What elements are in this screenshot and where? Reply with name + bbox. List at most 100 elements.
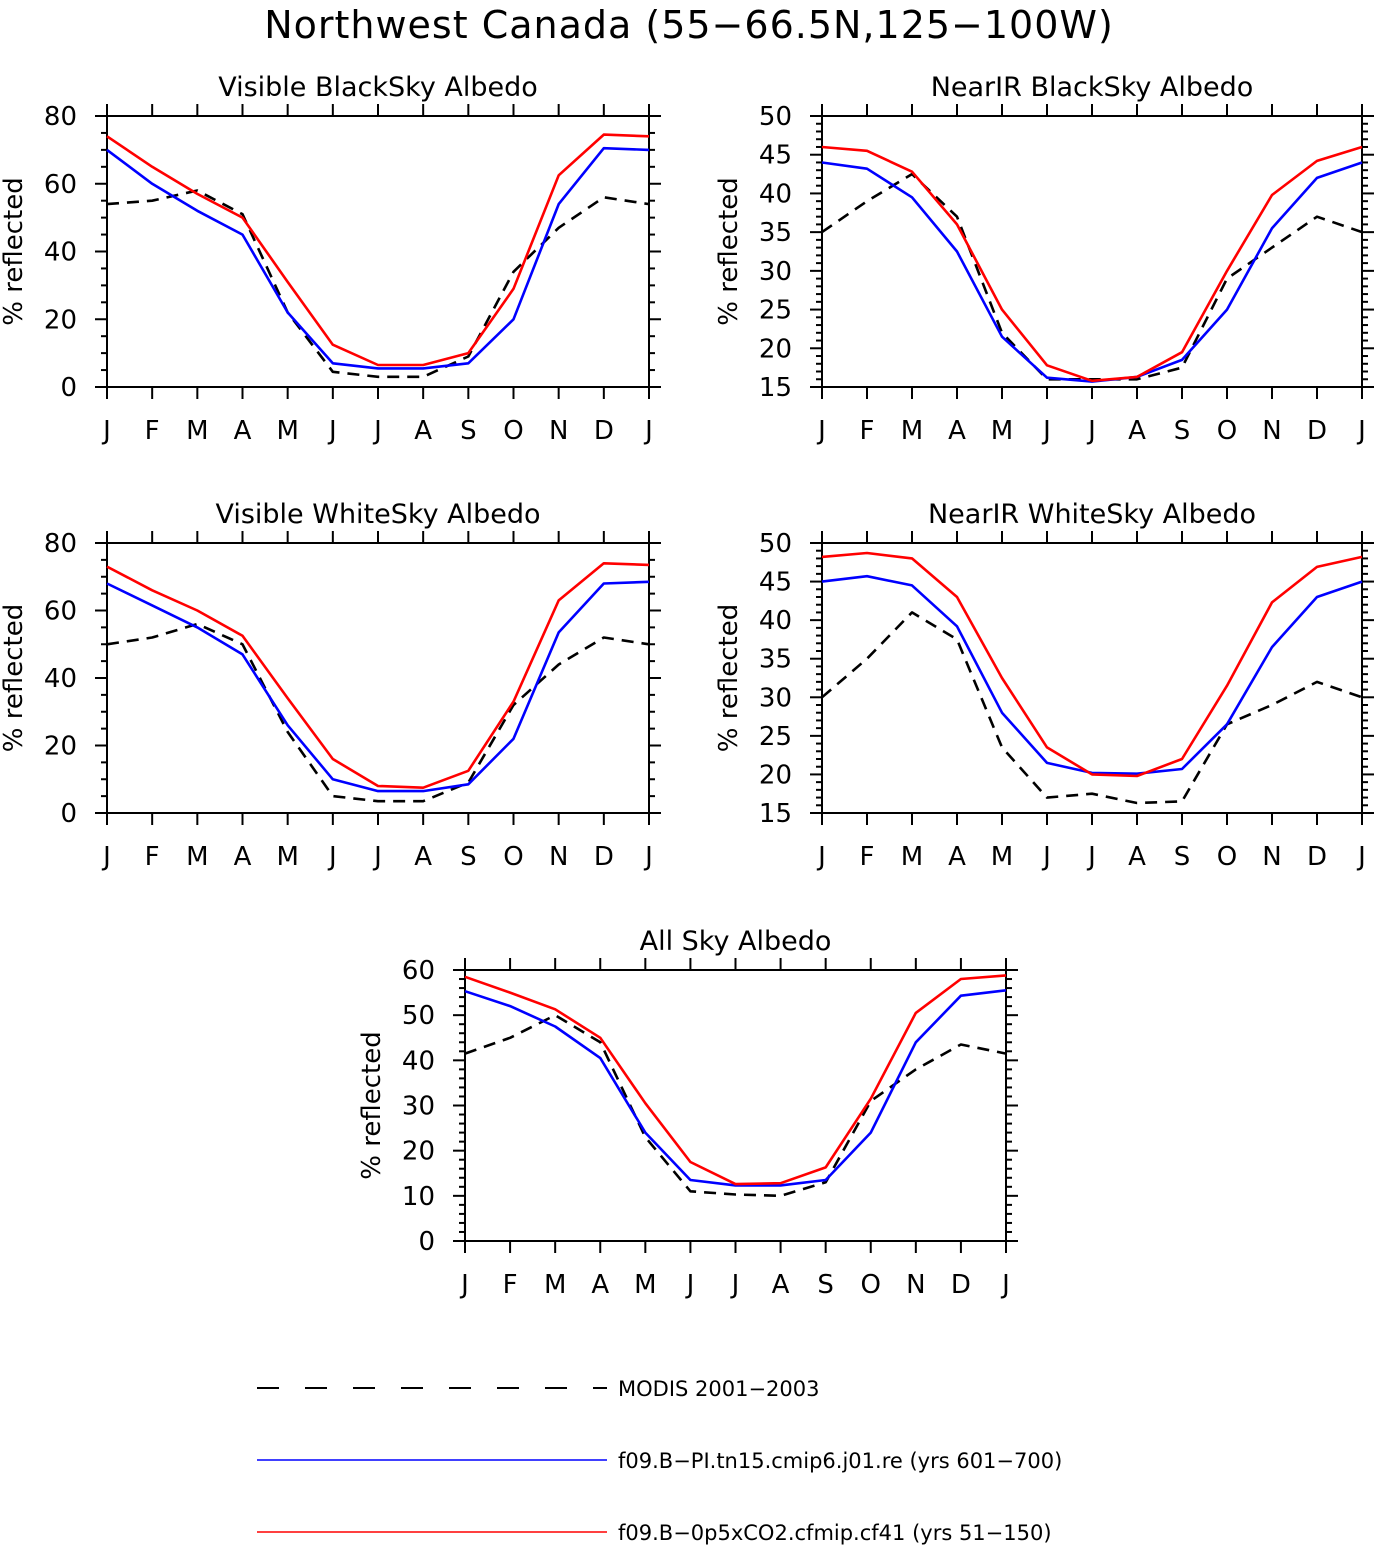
legend-label: f09.B−PI.tn15.cmip6.j01.re (yrs 601−700) — [618, 1449, 1062, 1473]
y-tick-label: 20 — [402, 1137, 435, 1167]
x-tick-label: S — [817, 1270, 834, 1300]
x-tick-label: F — [145, 416, 160, 446]
y-tick-label: 20 — [759, 760, 792, 790]
x-tick-label: D — [1307, 842, 1327, 872]
x-tick-label: J — [101, 842, 111, 872]
x-tick-label: N — [906, 1270, 925, 1300]
series-line-2 — [821, 161, 1363, 383]
x-tick-label: F — [860, 416, 875, 446]
x-tick-label: A — [414, 416, 432, 446]
x-tick-label: M — [276, 842, 298, 872]
axis-ticks — [810, 531, 1374, 825]
x-tick-label: J — [1356, 842, 1366, 872]
axis-ticks — [810, 104, 1374, 399]
x-tick-label: N — [1262, 842, 1281, 872]
x-tick-label: J — [1356, 416, 1366, 446]
series-line-1 — [821, 611, 1363, 805]
figure-title: Northwest Canada (55−66.5N,125−100W) — [264, 3, 1114, 47]
x-tick-label: O — [861, 1270, 881, 1300]
y-tick-label: 30 — [759, 257, 792, 287]
y-axis-label: % reflected — [0, 177, 29, 325]
x-tick-label: O — [1217, 842, 1237, 872]
x-tick-label: A — [591, 1270, 609, 1300]
y-tick-label: 25 — [759, 722, 792, 752]
series-line-3 — [821, 145, 1363, 383]
series-line-1 — [106, 189, 650, 379]
series-line-2 — [464, 989, 1007, 1187]
series-line-2 — [106, 146, 650, 370]
x-tick-label: M — [991, 416, 1013, 446]
x-tick-label: J — [1041, 842, 1051, 872]
y-tick-label: 35 — [759, 218, 792, 248]
x-tick-label: A — [1128, 416, 1146, 446]
y-tick-label: 45 — [759, 141, 792, 171]
y-tick-label: 10 — [402, 1182, 435, 1212]
x-tick-label: J — [327, 842, 337, 872]
x-tick-label: D — [594, 416, 614, 446]
panel-title: NearIR BlackSky Albedo — [931, 72, 1254, 103]
plot-frame — [464, 969, 1007, 1242]
x-tick-label: J — [459, 1270, 469, 1300]
x-tick-label: A — [948, 842, 966, 872]
y-tick-label: 25 — [759, 296, 792, 326]
y-tick-label: 60 — [44, 597, 77, 627]
x-tick-label: J — [643, 416, 653, 446]
series-line-1 — [106, 622, 650, 803]
legend-item-2: f09.B−PI.tn15.cmip6.j01.re (yrs 601−700) — [257, 1449, 1062, 1473]
y-tick-label: 40 — [759, 606, 792, 636]
panel-title: NearIR WhiteSky Albedo — [928, 499, 1256, 530]
x-tick-label: J — [327, 416, 337, 446]
x-tick-label: S — [460, 842, 477, 872]
x-tick-label: J — [643, 842, 653, 872]
series-line-1 — [821, 172, 1363, 381]
y-tick-label: 60 — [402, 956, 435, 986]
panel-title: Visible WhiteSky Albedo — [215, 499, 540, 530]
x-tick-label: M — [186, 416, 208, 446]
x-tick-label: M — [276, 416, 298, 446]
plot-frame — [106, 115, 650, 388]
x-tick-label: M — [901, 842, 923, 872]
legend-label: f09.B−0p5xCO2.cfmip.cf41 (yrs 51−150) — [618, 1521, 1052, 1545]
x-tick-label: F — [860, 842, 875, 872]
x-tick-label: A — [414, 842, 432, 872]
series-line-2 — [106, 580, 650, 793]
x-tick-label: M — [901, 416, 923, 446]
y-tick-label: 30 — [759, 683, 792, 713]
y-tick-label: 30 — [402, 1092, 435, 1122]
y-axis-label: % reflected — [0, 604, 29, 752]
x-tick-label: A — [1128, 842, 1146, 872]
y-tick-label: 20 — [759, 334, 792, 364]
x-tick-label: A — [234, 842, 252, 872]
plot-frame — [821, 115, 1363, 388]
y-tick-label: 20 — [44, 732, 77, 762]
x-tick-label: N — [549, 842, 568, 872]
axis-ticks — [95, 531, 661, 825]
legend-label: MODIS 2001−2003 — [618, 1377, 820, 1401]
y-axis-label: % reflected — [357, 1031, 387, 1179]
y-tick-label: 15 — [759, 799, 792, 829]
x-tick-label: J — [372, 416, 382, 446]
y-axis-label: % reflected — [714, 604, 744, 752]
y-tick-label: 40 — [759, 179, 792, 209]
y-tick-label: 50 — [402, 1001, 435, 1031]
x-tick-label: N — [1262, 416, 1281, 446]
x-tick-label: D — [1307, 416, 1327, 446]
y-tick-label: 0 — [60, 799, 77, 829]
y-tick-label: 20 — [44, 305, 77, 335]
y-tick-label: 40 — [44, 664, 77, 694]
y-tick-label: 0 — [418, 1227, 435, 1257]
series-line-3 — [106, 133, 650, 367]
x-tick-label: J — [730, 1270, 740, 1300]
series-line-3 — [821, 551, 1363, 778]
plot-frame — [106, 542, 650, 814]
x-tick-label: O — [503, 842, 523, 872]
x-tick-label: M — [186, 842, 208, 872]
y-tick-label: 80 — [44, 529, 77, 559]
y-tick-label: 0 — [60, 373, 77, 403]
x-tick-label: S — [460, 416, 477, 446]
x-tick-label: J — [1000, 1270, 1010, 1300]
x-tick-label: A — [948, 416, 966, 446]
